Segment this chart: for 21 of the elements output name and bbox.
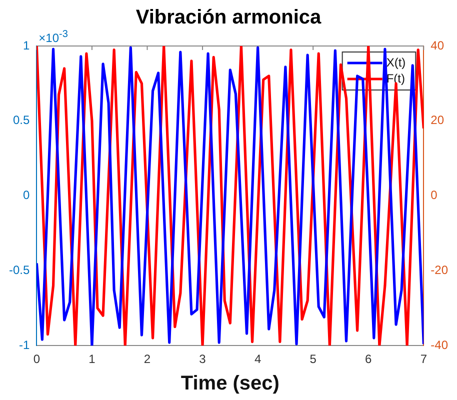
x-tick-label: 5	[310, 352, 317, 366]
y-tick-label: 0.5	[12, 113, 30, 128]
x-tick-label: 7	[420, 352, 428, 366]
legend-label: X(t)	[386, 55, 406, 70]
y2-tick-label: 40	[430, 38, 444, 52]
chart-title: Vibración armonica	[136, 6, 322, 29]
x-tick-label: 0	[33, 352, 40, 366]
y-tick-label: -0.5	[8, 263, 30, 278]
x-tick-label: 6	[365, 352, 372, 366]
y-tick-label: -1	[19, 338, 30, 352]
y2-tick-label: -20	[430, 263, 448, 278]
y-tick-label: 0	[22, 188, 30, 202]
y-tick-label: 1	[22, 38, 30, 52]
x-tick-label: 2	[144, 352, 151, 366]
x-tick-label: 1	[88, 352, 96, 366]
y2-tick-label: 20	[430, 113, 444, 128]
y2-tick-label: 0	[430, 188, 438, 202]
x-tick-label: 4	[254, 352, 262, 366]
x-axis-title: Time (sec)	[180, 372, 280, 395]
y2-tick-label: -40	[430, 338, 448, 352]
x-tick-label: 3	[199, 352, 206, 366]
